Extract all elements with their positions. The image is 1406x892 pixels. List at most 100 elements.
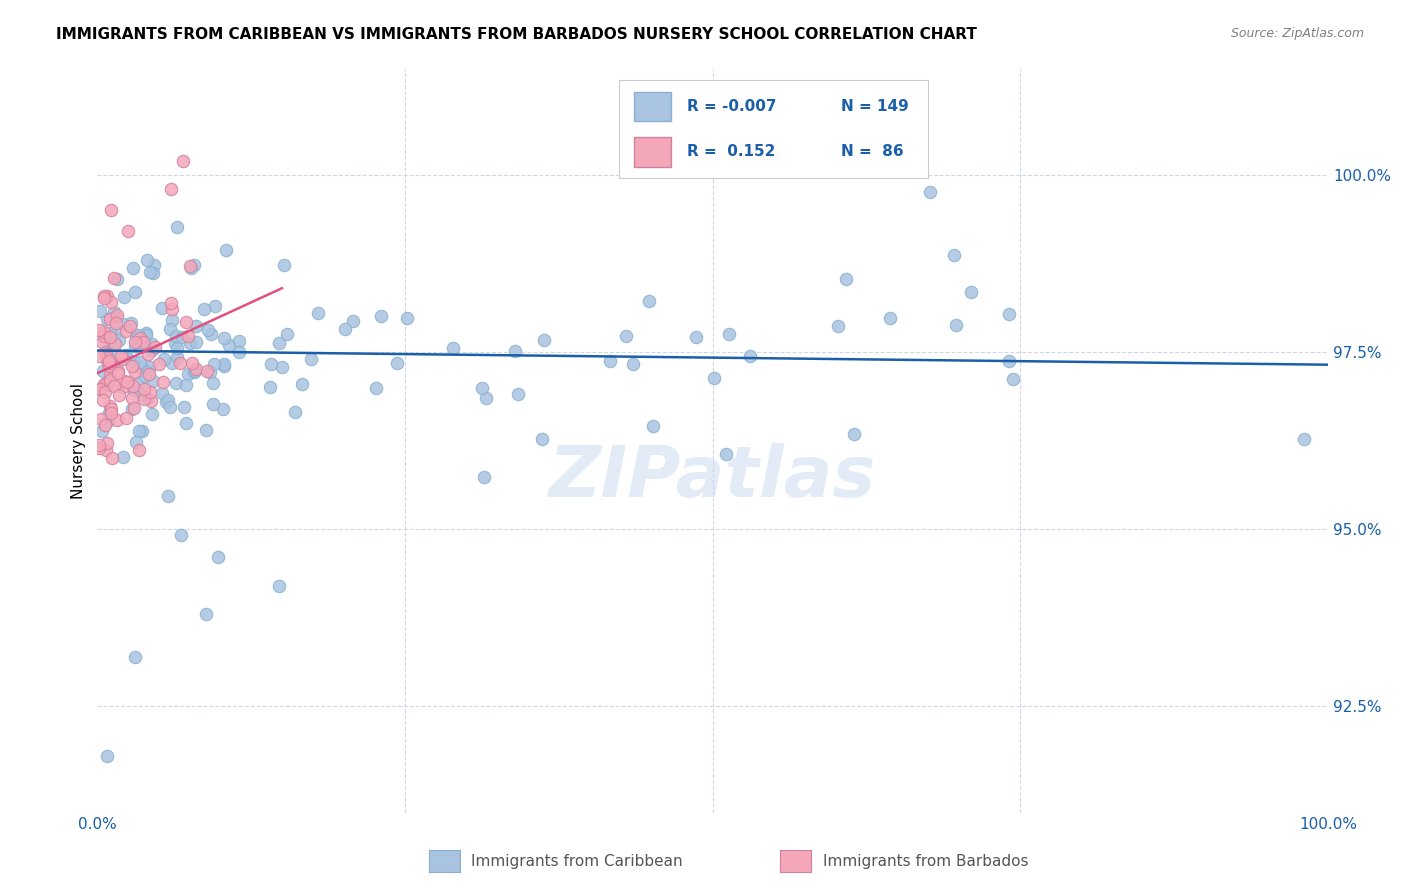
Point — [179, 336, 201, 351]
Point — [198, 365, 221, 379]
Point — [94, 418, 117, 433]
Point — [100, 401, 122, 416]
Point — [97, 378, 120, 392]
Point — [714, 447, 737, 461]
Point — [128, 442, 150, 457]
Point — [136, 252, 159, 267]
Point — [98, 329, 121, 343]
Point — [135, 328, 157, 343]
Point — [599, 354, 621, 368]
Point — [114, 348, 136, 362]
Text: N =  86: N = 86 — [841, 145, 904, 160]
Point — [471, 381, 494, 395]
Point — [98, 356, 121, 370]
Point — [97, 414, 120, 428]
Point — [441, 341, 464, 355]
FancyBboxPatch shape — [634, 92, 671, 121]
Point — [370, 309, 392, 323]
Point — [89, 382, 111, 396]
Point — [150, 386, 173, 401]
Point — [218, 337, 240, 351]
Point — [98, 399, 121, 413]
Point — [998, 307, 1021, 321]
Point — [387, 356, 409, 370]
Point — [91, 335, 114, 350]
Point — [472, 470, 495, 484]
Point — [136, 347, 159, 361]
Point — [122, 261, 145, 276]
Point — [90, 412, 112, 426]
Point — [110, 350, 132, 364]
Point — [165, 376, 187, 391]
Point — [94, 347, 117, 361]
Point — [194, 423, 217, 437]
Point — [93, 385, 115, 400]
Point — [91, 392, 114, 407]
Point — [115, 411, 138, 425]
Point — [614, 328, 637, 343]
Point — [173, 400, 195, 414]
Point — [100, 294, 122, 309]
Point — [159, 321, 181, 335]
Point — [103, 344, 125, 359]
Point — [160, 356, 183, 370]
Text: R = -0.007: R = -0.007 — [686, 99, 776, 114]
Point — [276, 327, 298, 342]
Point — [124, 285, 146, 300]
Point — [94, 442, 117, 457]
Point — [335, 321, 357, 335]
Point — [342, 313, 364, 327]
Point — [643, 418, 665, 433]
Point — [107, 364, 129, 378]
Point — [153, 352, 176, 367]
Point — [475, 391, 498, 405]
Point — [179, 259, 201, 273]
Point — [159, 400, 181, 414]
Point — [96, 436, 118, 450]
Point — [124, 649, 146, 664]
Point — [93, 364, 115, 378]
Point — [211, 401, 233, 416]
Point — [128, 331, 150, 345]
Point — [166, 341, 188, 355]
Point — [89, 383, 111, 397]
FancyBboxPatch shape — [634, 137, 671, 167]
Point — [174, 315, 197, 329]
Point — [148, 358, 170, 372]
Point — [155, 395, 177, 409]
Point — [177, 367, 200, 381]
Point — [129, 355, 152, 369]
Point — [183, 364, 205, 378]
Point — [269, 335, 291, 350]
Point — [160, 313, 183, 327]
Point — [127, 327, 149, 342]
Point — [395, 311, 418, 326]
Point — [202, 397, 225, 411]
Point — [530, 432, 553, 446]
Point — [105, 308, 128, 322]
Point — [128, 425, 150, 439]
Point — [115, 375, 138, 389]
Point — [96, 352, 118, 367]
Point — [129, 359, 152, 374]
Point — [273, 258, 295, 272]
Point — [186, 318, 208, 333]
Point — [114, 290, 136, 304]
Point — [139, 393, 162, 408]
Point — [214, 359, 236, 373]
Point — [105, 272, 128, 286]
Point — [228, 334, 250, 348]
Point — [212, 330, 235, 344]
Point — [122, 382, 145, 396]
Point — [184, 361, 207, 376]
Point — [834, 272, 856, 286]
Point — [94, 345, 117, 359]
Point — [685, 330, 707, 344]
Point — [879, 310, 901, 325]
Point — [172, 153, 194, 168]
Point — [90, 424, 112, 438]
Point — [87, 322, 110, 336]
Point — [132, 334, 155, 349]
Point — [93, 291, 115, 305]
Point — [111, 351, 134, 366]
